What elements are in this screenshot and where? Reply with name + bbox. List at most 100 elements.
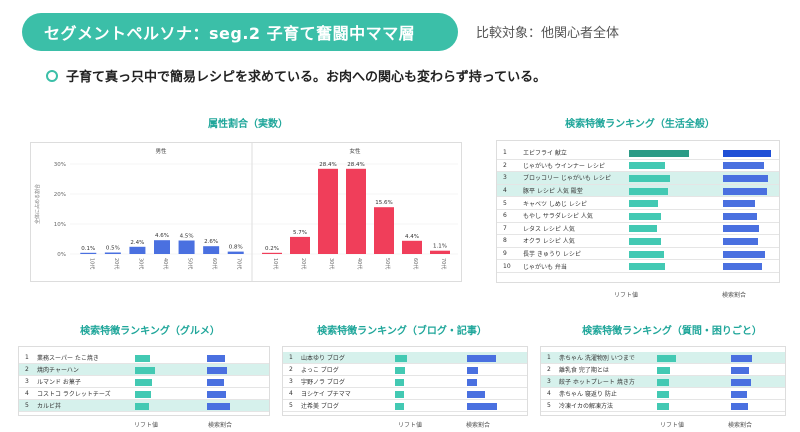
search-keyword: もやし サラダレシピ 人気 bbox=[523, 213, 593, 221]
ranking-row: 8 オクラ レシピ 人気 bbox=[497, 235, 779, 248]
lift-bar bbox=[629, 250, 664, 258]
bar-value-label: 2.4% bbox=[130, 240, 144, 246]
rank-number: 2 bbox=[25, 366, 29, 373]
ranking-row: 1 業務スーパー たこ焼き bbox=[19, 352, 269, 364]
x-tick-label: 20代 bbox=[113, 258, 120, 269]
rank-number: 4 bbox=[25, 390, 29, 397]
search-keyword: 餃子 ホットプレート 焼き方 bbox=[559, 379, 635, 386]
ranking-life-share-label: 検索割合 bbox=[722, 292, 747, 299]
bar bbox=[154, 240, 170, 254]
bar bbox=[104, 252, 121, 254]
ranking-row: 4 ヨシケイ プチママ bbox=[283, 388, 527, 400]
share-bar bbox=[467, 366, 479, 374]
ranking-blog-share-label: 検索割合 bbox=[466, 422, 491, 429]
rank-number: 4 bbox=[289, 390, 293, 397]
lift-bar bbox=[135, 390, 151, 398]
rank-number: 3 bbox=[289, 378, 293, 385]
bar bbox=[178, 240, 195, 254]
share-bar bbox=[207, 366, 228, 374]
ranking-row: 3 ルマンド お菓子 bbox=[19, 376, 269, 388]
x-tick-label: 10代 bbox=[88, 258, 95, 269]
bar bbox=[290, 236, 310, 254]
segment-title: セグメントペルソナ：seg.2 子育て奮闘中ママ層 bbox=[44, 24, 416, 43]
ranking-life-lift-label: リフト値 bbox=[614, 292, 639, 299]
ranking-question-lift-label: リフト値 bbox=[660, 422, 685, 429]
search-keyword: エビフライ 献立 bbox=[523, 150, 567, 158]
bar-value-label: 2.6% bbox=[204, 239, 218, 245]
ranking-row: 10 じゃがいも 弁当 bbox=[497, 260, 779, 273]
rank-number: 2 bbox=[547, 366, 551, 373]
ranking-row: 5 冷凍イカの解凍方法 bbox=[541, 400, 785, 412]
rank-number: 1 bbox=[25, 354, 29, 361]
ranking-row: 5 キャベツ しめじ レシピ bbox=[497, 197, 779, 210]
x-tick-label: 60代 bbox=[211, 258, 218, 269]
share-bar bbox=[207, 378, 224, 386]
bar bbox=[346, 168, 366, 254]
search-keyword: オクラ レシピ 人気 bbox=[523, 238, 575, 246]
ranking-row: 1 エビフライ 献立 bbox=[497, 147, 779, 160]
search-keyword: 豚平 レシピ 人気 殿堂 bbox=[523, 188, 583, 196]
ranking-row: 4 赤ちゃん 寝返り 防止 bbox=[541, 388, 785, 400]
ranking-blog-lift-label: リフト値 bbox=[398, 422, 423, 429]
search-keyword: よっこ ブログ bbox=[301, 367, 339, 374]
rank-number: 9 bbox=[503, 250, 507, 258]
lift-bar bbox=[135, 378, 152, 386]
ranking-gourmet-share-label: 検索割合 bbox=[208, 422, 233, 429]
x-tick-label: 30代 bbox=[137, 258, 144, 269]
ranking-row: 5 辻希美 ブログ bbox=[283, 400, 527, 412]
rank-number: 1 bbox=[503, 149, 507, 157]
rank-number: 1 bbox=[547, 354, 551, 361]
ranking-gourmet-title: 検索特徴ランキング（グルメ） bbox=[80, 326, 220, 337]
search-keyword: 冷凍イカの解凍方法 bbox=[559, 403, 614, 410]
ranking-row: 6 もやし サラダレシピ 人気 bbox=[497, 210, 779, 223]
share-bar bbox=[467, 402, 498, 410]
rank-number: 1 bbox=[289, 354, 293, 361]
share-bar bbox=[723, 162, 764, 170]
ranking-row: 3 ブロッコリー じゃがいも レシピ bbox=[497, 172, 779, 185]
search-keyword: じゃがいも 弁当 bbox=[523, 263, 567, 271]
share-bar bbox=[723, 149, 771, 157]
lift-bar bbox=[629, 237, 661, 245]
ranking-blog-table: 1 山本ゆり ブログ 2 よっこ ブログ 3 宇野ノラ ブログ 4 ヨシケイ プチママ 5 辻希美… bbox=[282, 346, 528, 416]
x-tick-label: 30代 bbox=[328, 258, 335, 269]
lift-bar bbox=[629, 263, 666, 271]
rank-number: 5 bbox=[503, 199, 507, 207]
ranking-row: 3 宇野ノラ ブログ bbox=[283, 376, 527, 388]
share-bar bbox=[731, 354, 752, 362]
share-bar bbox=[207, 390, 226, 398]
ranking-gourmet-table: 1 業務スーパー たこ焼き 2 焼肉チャーハン 3 ルマンド お菓子 4 コストコ ラクレット… bbox=[18, 346, 270, 416]
ranking-gourmet-lift-label: リフト値 bbox=[134, 422, 159, 429]
bar bbox=[203, 246, 220, 254]
search-keyword: レタス レシピ 人気 bbox=[523, 225, 575, 233]
share-bar bbox=[731, 390, 747, 398]
bar-value-label: 4.5% bbox=[180, 234, 194, 240]
lift-bar bbox=[657, 354, 676, 362]
search-keyword: じゃがいも ウインナー レシピ bbox=[523, 162, 605, 170]
share-bar bbox=[731, 402, 748, 410]
rank-number: 3 bbox=[547, 378, 551, 385]
search-keyword: ルマンド お菓子 bbox=[37, 379, 81, 386]
y-axis-label: 全体に占める割合 bbox=[34, 184, 41, 224]
bar bbox=[129, 246, 146, 254]
search-keyword: コストコ ラクレットチーズ bbox=[37, 391, 111, 398]
share-bar bbox=[467, 378, 477, 386]
lift-bar bbox=[629, 187, 668, 195]
ranking-row: 2 離乳食 完了期とは bbox=[541, 364, 785, 376]
rank-number: 10 bbox=[503, 262, 511, 270]
lift-bar bbox=[135, 354, 151, 362]
lift-bar bbox=[657, 378, 670, 386]
ranking-row: 1 赤ちゃん 洗濯物別 いつまで bbox=[541, 352, 785, 364]
attribute-chart-frame bbox=[30, 142, 462, 282]
panel-title: 男性 bbox=[155, 147, 167, 155]
rank-number: 7 bbox=[503, 224, 507, 232]
share-bar bbox=[467, 354, 496, 362]
ranking-row: 5 カルビ丼 bbox=[19, 400, 269, 412]
x-tick-label: 40代 bbox=[356, 258, 363, 269]
y-tick-label: 20% bbox=[54, 192, 66, 198]
share-bar bbox=[467, 390, 485, 398]
share-bar bbox=[723, 212, 757, 220]
share-bar bbox=[723, 250, 765, 258]
search-keyword: 焼肉チャーハン bbox=[37, 367, 79, 374]
share-bar bbox=[723, 263, 763, 271]
comparison-target-label: 比較対象：他関心者全体 bbox=[476, 26, 620, 41]
